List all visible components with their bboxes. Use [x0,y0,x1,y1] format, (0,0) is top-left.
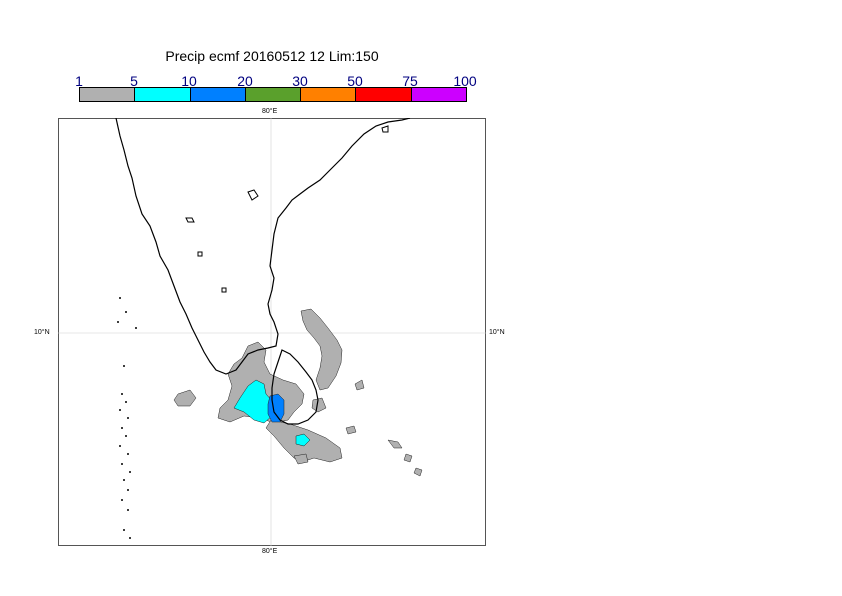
precip-10-20-areas [267,393,285,423]
map-panel [58,118,486,546]
atoll-dot [127,453,129,455]
atoll-dot [121,499,123,501]
top-longitude-label: 80°E [262,108,278,115]
atoll-dot [125,311,127,313]
legend-label: 1 [75,73,83,89]
atoll-dot [121,427,123,429]
precip-area [413,467,423,477]
legend-swatch [411,88,466,101]
legend-swatch [245,88,302,101]
precip-area [403,453,413,463]
bottom-longitude-label: 80°E [262,548,278,555]
atoll-dot [125,435,127,437]
atoll-dot [123,479,125,481]
precip-5-10-areas [233,379,311,447]
left-latitude-label: 10°N [34,329,50,336]
atoll-dot [127,489,129,491]
atoll-dot [125,401,127,403]
legend-swatch [135,88,191,101]
color-legend: 1 5 10 20 30 50 75 100 [75,73,477,103]
legend-swatch [80,88,136,101]
precip-area [233,379,274,424]
coastline-india [115,118,411,375]
island-markers [185,125,389,293]
legend-label: 10 [181,73,197,89]
atoll-dot [127,509,129,511]
legend-label: 50 [347,73,363,89]
map-title: Precip ecmf 20160512 12 Lim:150 [165,48,379,64]
atoll-dot [119,409,121,411]
precip-area [295,433,311,447]
atoll-dot [129,537,131,539]
coastline-sri-lanka [271,349,319,425]
legend-label: 75 [402,73,418,89]
island [197,251,203,257]
atoll-dot [129,471,131,473]
map-border [58,118,486,546]
atoll-dot [119,445,121,447]
legend-color-bar [79,87,467,102]
legend-labels: 1 5 10 20 30 50 75 100 [75,73,477,89]
atoll-dot [117,321,119,323]
precip-area [387,439,403,449]
atoll-dot [123,365,125,367]
legend-swatch [301,88,357,101]
right-latitude-label: 10°N [489,329,505,336]
island [381,125,389,133]
precip-area [173,389,197,407]
legend-label: 100 [453,73,477,89]
island [185,217,195,223]
precip-area [293,453,309,465]
precip-area [311,397,327,413]
atoll-dot [123,529,125,531]
legend-swatch [356,88,412,101]
precip-area [300,308,343,391]
atoll-dot [121,393,123,395]
atoll-dot [121,463,123,465]
precip-area [345,425,357,435]
atoll-dot [135,327,137,329]
precip-area [267,393,285,423]
legend-label: 5 [130,73,138,89]
atoll-dot [127,417,129,419]
atoll-dots [117,297,137,539]
legend-label: 30 [292,73,308,89]
atoll-dot [119,297,121,299]
precip-area [354,379,365,391]
legend-swatch [190,88,246,101]
map-svg [58,118,486,546]
legend-label: 20 [237,73,253,89]
island [221,287,227,293]
island [247,189,259,201]
